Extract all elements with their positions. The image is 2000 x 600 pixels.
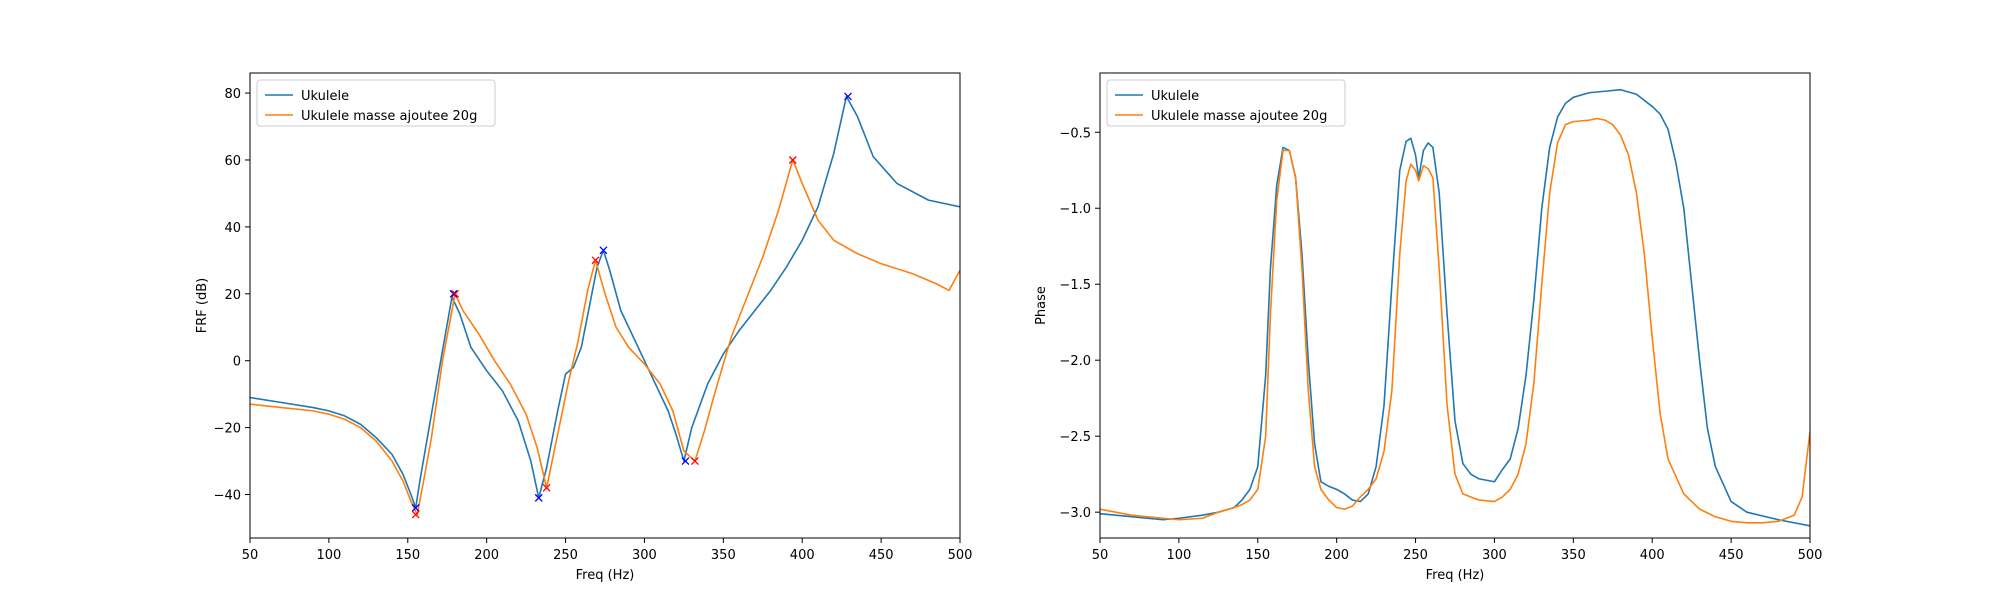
plot-frame	[1099, 72, 1811, 539]
x-tick-label: 300	[1482, 548, 1507, 563]
legend-entry-1: Ukulele masse ajoutee 20g	[301, 109, 477, 124]
y-axis-label: FRF (dB)	[195, 278, 210, 333]
peak-marker-0-3	[599, 246, 608, 255]
series-line-1	[250, 159, 960, 516]
peak-marker-1-3	[591, 256, 600, 265]
legend-entry-0: Ukulele	[1151, 89, 1199, 104]
legend-entry-1: Ukulele masse ajoutee 20g	[1151, 109, 1327, 124]
plot-frame	[249, 72, 961, 539]
y-tick-label: 20	[224, 288, 241, 303]
x-tick-label: 300	[632, 548, 657, 563]
y-tick-label: −2.0	[1059, 354, 1091, 369]
y-tick-label: −2.5	[1059, 430, 1091, 445]
x-tick-label: 500	[948, 548, 973, 563]
frf-plot: 50 100 150 200 250 300 350 400 450 500 −40 −20 0 20 40…	[195, 72, 973, 583]
peak-marker-0-4	[681, 457, 690, 466]
x-tick-label: 400	[790, 548, 815, 563]
peak-marker-0-5	[844, 92, 852, 101]
x-tick-label: 150	[395, 548, 420, 563]
peak-marker-1-1	[451, 289, 460, 298]
x-tick-label: 350	[711, 548, 736, 563]
x-tick-label: 450	[869, 548, 894, 563]
x-tick-label: 400	[1640, 548, 1665, 563]
x-tick-label: 250	[1403, 548, 1428, 563]
phase-plot: 50 100 150 200 250 300 350 400 450 500 −3.0 −2.5 −2.…	[1034, 72, 1823, 583]
x-tick-label: 250	[553, 548, 578, 563]
x-tick-label: 100	[316, 548, 341, 563]
x-tick-label: 150	[1245, 548, 1270, 563]
x-tick-label: 200	[1324, 548, 1349, 563]
series-line-1	[1100, 117, 1810, 524]
x-tick-label: 450	[1719, 548, 1744, 563]
peak-marker-1-4	[690, 457, 699, 466]
series-line-0	[250, 95, 960, 509]
y-tick-label: −20	[214, 422, 241, 437]
y-tick-label: −1.0	[1059, 202, 1091, 217]
y-tick-label: 0	[233, 355, 241, 370]
peak-marker-1-2	[542, 483, 551, 492]
y-tick-label: −3.0	[1059, 506, 1091, 521]
legend-entry-0: Ukulele	[301, 89, 349, 104]
legend-box	[256, 79, 496, 127]
legend: Ukulele Ukulele masse ajoutee 20g	[256, 79, 496, 127]
x-tick-label: 100	[1166, 548, 1191, 563]
peak-marker-1-5	[788, 156, 797, 164]
y-tick-label: −1.5	[1059, 278, 1091, 293]
peak-marker-1-0	[411, 510, 420, 519]
series-group	[250, 95, 960, 516]
legend-box	[1106, 79, 1346, 127]
y-axis-label: Phase	[1034, 286, 1049, 325]
series-group	[1100, 88, 1810, 527]
y-tick-label: 60	[224, 154, 241, 169]
x-axis-label: Freq (Hz)	[1426, 568, 1485, 583]
x-tick-label: 50	[242, 548, 259, 563]
peak-marker-0-0	[411, 503, 420, 512]
x-tick-label: 500	[1798, 548, 1823, 563]
x-axis-label: Freq (Hz)	[576, 568, 635, 583]
y-tick-label: 40	[224, 221, 241, 236]
legend: Ukulele Ukulele masse ajoutee 20g	[1106, 79, 1346, 127]
x-tick-label: 200	[474, 548, 499, 563]
series-line-0	[1100, 88, 1810, 527]
peak-marker-0-2	[534, 493, 543, 502]
x-tick-label: 50	[1092, 548, 1109, 563]
peak-marker-0-1	[449, 289, 458, 298]
x-tick-label: 350	[1561, 548, 1586, 563]
y-tick-label: 80	[224, 87, 241, 102]
y-tick-label: −40	[214, 489, 241, 504]
y-tick-label: −0.5	[1059, 126, 1091, 141]
